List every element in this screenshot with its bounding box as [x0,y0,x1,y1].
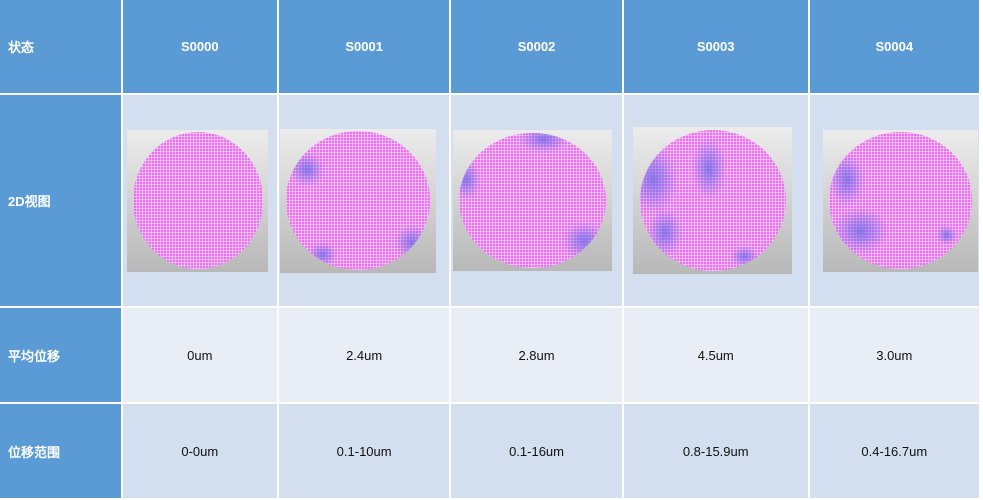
sample-header: S0002 [451,0,622,93]
view-row: 2D视图 [0,95,979,306]
value-cell: 0-0um [122,404,277,498]
row-label: 2D视图 [0,95,121,306]
value-cell: 2.4um [278,308,450,402]
wafer-map-image [453,130,613,271]
value-cell: 2.8um [451,308,622,402]
wafer-map-image [127,129,269,272]
value-cell: 0um [122,308,277,402]
sample-header: S0004 [809,0,979,93]
value-cell: 0.1-10um [278,404,450,498]
value-cell: 4.5um [623,308,808,402]
row-label: 位移范围 [0,404,121,498]
value-cell: 0.4-16.7um [809,404,979,498]
header-row: 状态 S0000 S0001 S0002 S0003 S0004 [0,0,979,93]
value-cell: 3.0um [809,308,979,402]
sample-header: S0001 [278,0,450,93]
header-label: 状态 [0,0,121,93]
wafer-map-image [822,129,978,272]
value-cell: 0.8-15.9um [623,404,808,498]
value-cell: 0.1-16um [451,404,622,498]
avg-displacement-row: 平均位移 0um 2.4um 2.8um 4.5um 3.0um [0,308,979,402]
wafer-map-image [280,128,437,273]
sample-header: S0003 [623,0,808,93]
wafer-map-image [633,127,793,274]
displacement-range-row: 位移范围 0-0um 0.1-10um 0.1-16um 0.8-15.9um … [0,404,979,498]
sample-header: S0000 [122,0,277,93]
row-label: 平均位移 [0,308,121,402]
